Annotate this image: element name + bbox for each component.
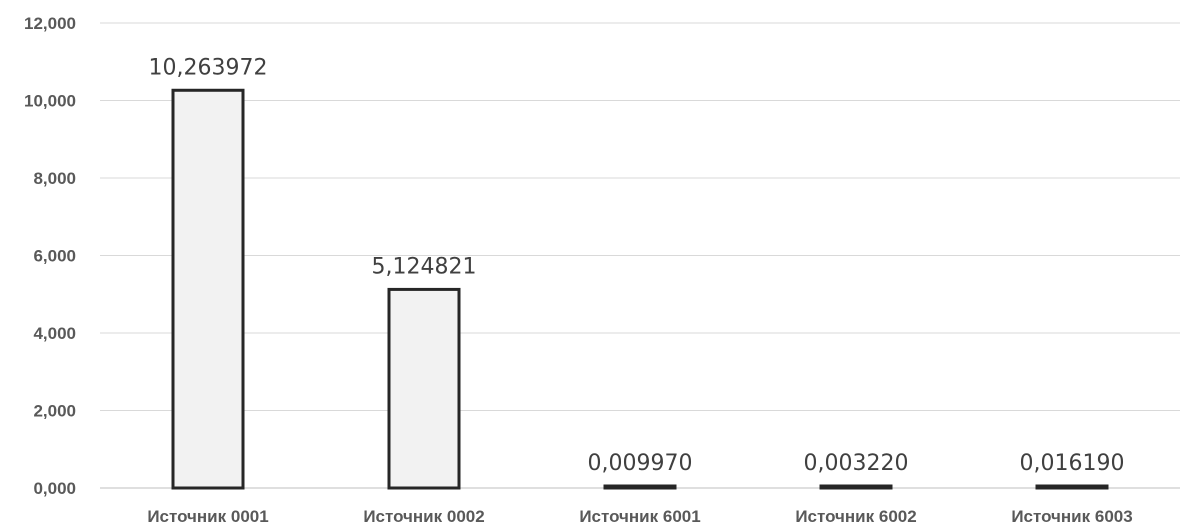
- x-axis-ticks: Источник 0001 Источник 0002 Источник 6001 И…: [147, 507, 1132, 526]
- y-tick-label: 10,000: [24, 92, 76, 111]
- gridlines: [100, 22, 1180, 489]
- bar: [171, 88, 245, 490]
- data-label: 5,124821: [372, 254, 477, 279]
- y-axis-ticks: 0,000 2,000 4,000 6,000 8,000 10,000 12,000: [24, 14, 76, 498]
- y-tick-label: 12,000: [24, 14, 76, 33]
- y-tick-label: 2,000: [33, 402, 76, 421]
- x-tick-label: Источник 6003: [1011, 507, 1132, 526]
- x-tick-label: Источник 0002: [363, 507, 484, 526]
- y-tick-label: 0,000: [33, 479, 76, 498]
- data-label: 0,003220: [804, 451, 909, 476]
- x-tick-label: Источник 6002: [795, 507, 916, 526]
- data-label: 0,016190: [1020, 451, 1125, 476]
- data-label: 10,263972: [149, 55, 268, 80]
- x-tick-label: Источник 0001: [147, 507, 268, 526]
- y-tick-label: 4,000: [33, 324, 76, 343]
- y-tick-label: 6,000: [33, 247, 76, 266]
- y-tick-label: 8,000: [33, 169, 76, 188]
- x-tick-label: Источник 6001: [579, 507, 700, 526]
- data-label: 0,009970: [588, 451, 693, 476]
- bar: [1035, 484, 1109, 490]
- bar: [603, 484, 677, 490]
- bar: [387, 287, 461, 490]
- bar: [819, 484, 893, 490]
- data-labels: 10,263972 5,124821 0,009970 0,003220 0,01619…: [149, 55, 1125, 476]
- bars: [171, 88, 1109, 490]
